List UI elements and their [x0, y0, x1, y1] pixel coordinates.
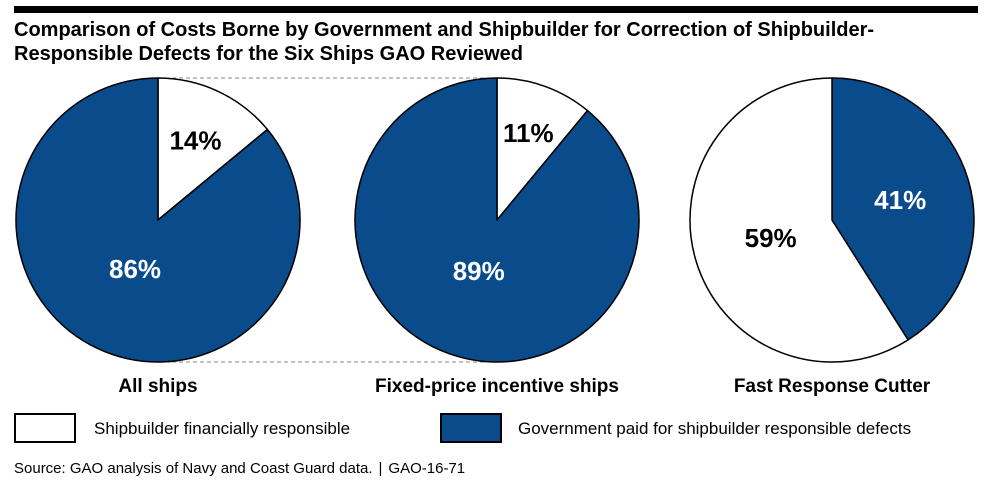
pie-2: 11% 89% Fixed-price incentive ships: [354, 77, 640, 397]
pie-2-slice-shipbuilder: [496, 77, 589, 221]
pie-2-label-shipbuilder: 11%: [503, 118, 554, 148]
pie-3-label-shipbuilder: 59%: [745, 223, 797, 253]
pie-1-label-shipbuilder: 14%: [169, 125, 221, 155]
pie-charts: 14% 86% All ships 11% 89% Fixed-price incenti…: [15, 77, 975, 397]
pie-1-slice-government: [15, 77, 301, 363]
source-separator: |: [378, 460, 383, 477]
source-text: Source: GAO analysis of Navy and Coast G…: [14, 460, 373, 477]
pie-2-label-government: 89%: [453, 256, 505, 286]
pie-1-title: All ships: [118, 376, 197, 397]
pie-1-slice-shipbuilder: [157, 77, 269, 221]
pie-2-slice-government: [354, 77, 640, 363]
pie-3-slice-shipbuilder: [689, 77, 909, 363]
legend-label-government: Government paid for shipbuilder responsi…: [518, 419, 912, 438]
chart-title: Comparison of Costs Borne by Government …: [14, 18, 984, 66]
pie-1: 14% 86% All ships: [15, 77, 301, 397]
report-number: GAO-16-71: [388, 460, 466, 477]
legend-swatch-government: [440, 413, 502, 443]
top-rule: [14, 6, 978, 13]
pie-3: 41% 59% Fast Response Cutter: [689, 77, 975, 397]
legend-label-shipbuilder: Shipbuilder financially responsible: [94, 419, 351, 438]
title-line-1: Comparison of Costs Borne by Government …: [14, 19, 875, 41]
legend: Shipbuilder financially responsible Gove…: [14, 410, 994, 450]
pie-3-title: Fast Response Cutter: [734, 376, 931, 397]
pie-3-label-government: 41%: [874, 185, 926, 215]
legend-swatch-shipbuilder: [14, 413, 76, 443]
title-line-2: Responsible Defects for the Six Ships GA…: [14, 43, 524, 65]
pie-1-label-government: 86%: [109, 254, 161, 284]
pie-2-title: Fixed-price incentive ships: [375, 376, 619, 397]
source-note: Source: GAO analysis of Navy and Coast G…: [14, 460, 465, 478]
pie-3-slice-government: [831, 77, 975, 341]
